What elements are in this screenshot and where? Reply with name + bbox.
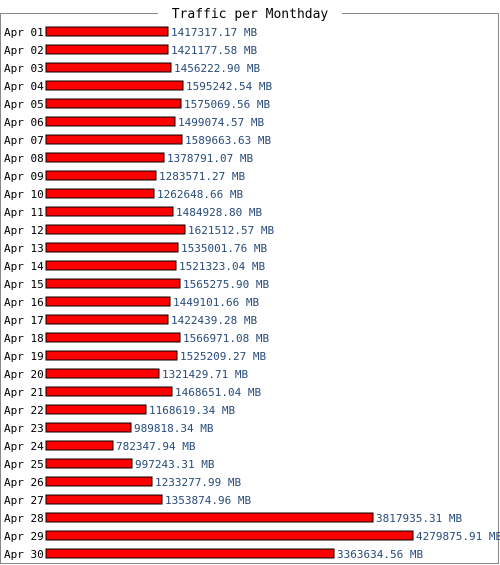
chart-title: Traffic per Monthday (172, 7, 329, 22)
day-label: Apr 03 (4, 62, 44, 75)
traffic-bar (45, 422, 132, 433)
traffic-bar (45, 224, 186, 235)
traffic-bar (45, 242, 179, 253)
day-label: Apr 15 (4, 278, 44, 291)
day-label: Apr 16 (4, 296, 44, 309)
traffic-bar (45, 386, 173, 397)
day-label: Apr 27 (4, 494, 44, 507)
day-label: Apr 18 (4, 332, 44, 345)
bar-value-label: 1449101.66 MB (173, 296, 259, 309)
bar-value-label: 3363634.56 MB (337, 548, 423, 561)
traffic-bar (45, 260, 177, 271)
day-label: Apr 05 (4, 98, 44, 111)
bar-value-label: 1422439.28 MB (171, 314, 257, 327)
bar-value-label: 1283571.27 MB (159, 170, 245, 183)
bar-value-label: 1233277.99 MB (155, 476, 241, 489)
bar-value-label: 1575069.56 MB (184, 98, 270, 111)
bar-value-label: 989818.34 MB (134, 422, 214, 435)
bar-value-label: 1421177.58 MB (171, 44, 257, 57)
bar-value-label: 1565275.90 MB (183, 278, 269, 291)
traffic-bar (45, 134, 183, 145)
day-label: Apr 09 (4, 170, 44, 183)
day-label: Apr 10 (4, 188, 44, 201)
day-label: Apr 22 (4, 404, 44, 417)
bar-value-label: 1417317.17 MB (171, 26, 257, 39)
day-label: Apr 29 (4, 530, 44, 543)
bar-value-label: 1353874.96 MB (165, 494, 251, 507)
day-label: Apr 17 (4, 314, 44, 327)
bar-value-label: 1262648.66 MB (157, 188, 243, 201)
bar-value-label: 1621512.57 MB (188, 224, 274, 237)
bar-value-label: 1499074.57 MB (178, 116, 264, 129)
bar-value-label: 1321429.71 MB (162, 368, 248, 381)
bar-value-label: 1468651.04 MB (175, 386, 261, 399)
day-label: Apr 11 (4, 206, 44, 219)
traffic-bar (45, 314, 169, 325)
traffic-bar (45, 26, 169, 37)
bar-value-label: 1566971.08 MB (183, 332, 269, 345)
traffic-bar (45, 188, 155, 199)
bar-value-label: 4279875.91 MB (416, 530, 500, 543)
day-label: Apr 07 (4, 134, 44, 147)
traffic-bar (45, 152, 165, 163)
day-label: Apr 21 (4, 386, 44, 399)
bar-rows: Apr 01 1417317.17 MB Apr 02 1421177.58 MB Ap… (4, 26, 500, 561)
day-label: Apr 25 (4, 458, 44, 471)
day-label: Apr 01 (4, 26, 44, 39)
day-label: Apr 26 (4, 476, 44, 489)
traffic-bar (45, 206, 174, 217)
traffic-bar (45, 350, 178, 361)
bar-value-label: 1456222.90 MB (174, 62, 260, 75)
traffic-bar (45, 404, 147, 415)
day-label: Apr 13 (4, 242, 44, 255)
day-label: Apr 08 (4, 152, 44, 165)
bar-value-label: 1484928.80 MB (176, 206, 262, 219)
bar-value-label: 1589663.63 MB (185, 134, 271, 147)
traffic-bar (45, 476, 153, 487)
traffic-bar (45, 80, 184, 91)
bar-value-label: 1595242.54 MB (186, 80, 272, 93)
bar-value-label: 997243.31 MB (135, 458, 215, 471)
traffic-bar (45, 530, 414, 541)
traffic-bar (45, 512, 374, 523)
day-label: Apr 20 (4, 368, 44, 381)
traffic-bar (45, 62, 172, 73)
day-label: Apr 06 (4, 116, 44, 129)
traffic-bar (45, 170, 157, 181)
day-label: Apr 12 (4, 224, 44, 237)
bar-value-label: 1525209.27 MB (180, 350, 266, 363)
traffic-bar (45, 98, 182, 109)
day-label: Apr 02 (4, 44, 44, 57)
bar-value-label: 3817935.31 MB (376, 512, 462, 525)
bar-value-label: 782347.94 MB (116, 440, 196, 453)
traffic-bar (45, 368, 160, 379)
bar-value-label: 1378791.07 MB (167, 152, 253, 165)
traffic-bar (45, 116, 176, 127)
traffic-bar (45, 494, 163, 505)
traffic-bar (45, 440, 114, 451)
traffic-bar (45, 458, 133, 469)
day-label: Apr 04 (4, 80, 44, 93)
traffic-bar (45, 548, 335, 559)
day-label: Apr 14 (4, 260, 44, 273)
bar-value-label: 1535001.76 MB (181, 242, 267, 255)
day-label: Apr 24 (4, 440, 44, 453)
traffic-bar (45, 278, 181, 289)
day-label: Apr 30 (4, 548, 44, 561)
bar-value-label: 1521323.04 MB (179, 260, 265, 273)
traffic-bar (45, 296, 171, 307)
day-label: Apr 19 (4, 350, 44, 363)
traffic-bar (45, 44, 169, 55)
bar-value-label: 1168619.34 MB (149, 404, 235, 417)
traffic-bar (45, 332, 181, 343)
day-label: Apr 23 (4, 422, 44, 435)
day-label: Apr 28 (4, 512, 44, 525)
title-backdrop (158, 5, 342, 23)
